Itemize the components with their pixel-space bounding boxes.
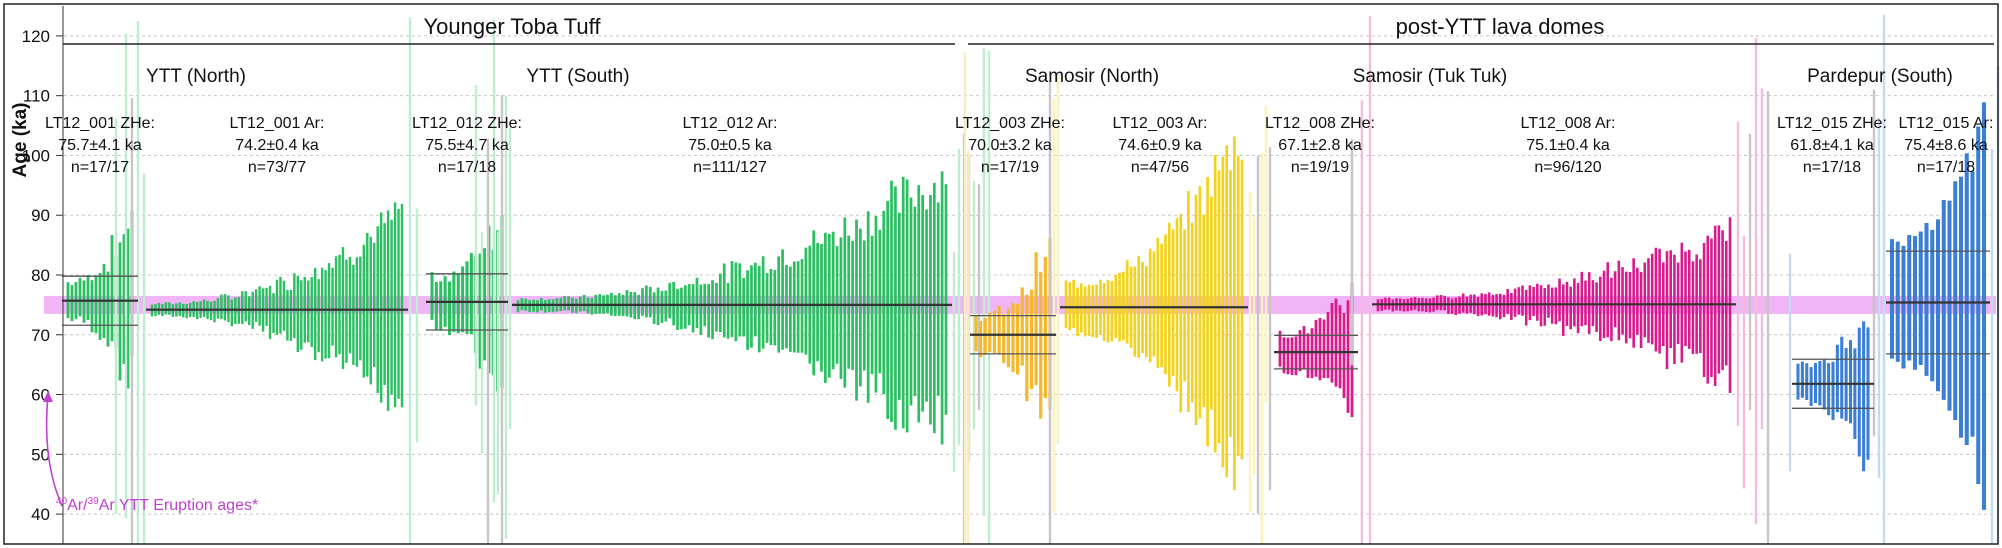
site-label-samosir-north: Samosir (North) [1025, 66, 1159, 87]
y-axis-title: Age (ka) [10, 103, 31, 178]
y-tick-label-40: 40 [31, 505, 50, 524]
s1-label-line-3: n=17/17 [71, 159, 129, 176]
annotation-text: 40Ar/39Ar YTT Eruption ages* [56, 496, 258, 514]
y-tick-label-50: 50 [31, 445, 50, 464]
s3-label-line-1: LT12_012 ZHe: [412, 115, 522, 132]
s9-label-line-2: 61.8±4.1 ka [1790, 137, 1874, 154]
s3-label-line-2: 75.5±4.7 ka [425, 137, 509, 154]
annotation-rest-text: Ar YTT Eruption ages* [99, 497, 259, 514]
s7-label-line-2: 67.1±2.8 ka [1278, 137, 1362, 154]
annotation-sup-40: 40 [56, 496, 68, 507]
s8-label-line-2: 75.1±0.4 ka [1526, 137, 1610, 154]
s9-label-line-3: n=17/18 [1803, 159, 1861, 176]
s6-label-line-1: LT12_003 Ar: [1113, 115, 1208, 132]
s6-label-line-2: 74.6±0.9 ka [1118, 137, 1202, 154]
y-tick-label-90: 90 [31, 206, 50, 225]
annotation-ar-text: Ar/ [67, 497, 88, 514]
s6-label-line-3: n=47/56 [1131, 159, 1189, 176]
site-label-ytt-north: YTT (North) [146, 66, 246, 87]
annotation-arrow-head [43, 391, 53, 402]
y-tick-label-80: 80 [31, 266, 50, 285]
site-label-ytt-south: YTT (South) [526, 66, 629, 87]
s8-label-line-3: n=96/120 [1534, 159, 1601, 176]
mean-age-lines [62, 250, 1990, 409]
sample-labels: LT12_001 ZHe: 75.7±4.1 ka n=17/17 LT12_001 … [45, 115, 1993, 176]
site-label-samosir-tuk-tuk: Samosir (Tuk Tuk) [1353, 66, 1508, 87]
site-label-pardepur-south: Pardepur (South) [1807, 66, 1953, 87]
y-tick-label-100: 100 [22, 146, 50, 165]
annotation-sup-39: 39 [88, 496, 100, 507]
s10-label-line-2: 75.4±8.6 ka [1904, 137, 1988, 154]
header-younger-toba-tuff: Younger Toba Tuff [424, 14, 602, 39]
s2-label-line-1: LT12_001 Ar: [230, 115, 325, 132]
s1-label-line-2: 75.7±4.1 ka [58, 137, 142, 154]
header-post-ytt-lava-domes: post-YTT lava domes [1396, 14, 1605, 39]
s7-label-line-1: LT12_008 ZHe: [1265, 115, 1375, 132]
plot-frame [3, 3, 1999, 545]
s1-label-line-1: LT12_001 ZHe: [45, 115, 155, 132]
s4-label-line-3: n=111/127 [693, 159, 767, 176]
s4-label-line-1: LT12_012 Ar: [683, 115, 778, 132]
s8-label-line-1: LT12_008 Ar: [1521, 115, 1616, 132]
s10-label-line-3: n=17/18 [1917, 159, 1975, 176]
eruption-age-annotation: 40Ar/39Ar YTT Eruption ages* [43, 391, 258, 514]
s10-label-line-1: LT12_015 Ar: [1899, 115, 1994, 132]
y-tick-label-70: 70 [31, 326, 50, 345]
s9-label-line-1: LT12_015 ZHe: [1777, 115, 1887, 132]
y-tick-label-110: 110 [23, 87, 50, 106]
y-tick-label-120: 120 [22, 27, 50, 46]
s5-label-line-2: 70.0±3.2 ka [968, 137, 1052, 154]
s2-label-line-2: 74.2±0.4 ka [235, 137, 319, 154]
s4-label-line-2: 75.0±0.5 ka [688, 137, 772, 154]
s3-label-line-3: n=17/18 [438, 159, 496, 176]
s2-label-line-3: n=73/77 [248, 159, 306, 176]
s7-label-line-3: n=19/19 [1291, 159, 1349, 176]
annotation-arrow [45, 395, 63, 507]
s5-label-line-3: n=17/19 [981, 159, 1039, 176]
s5-label-line-1: LT12_003 ZHe: [955, 115, 1065, 132]
